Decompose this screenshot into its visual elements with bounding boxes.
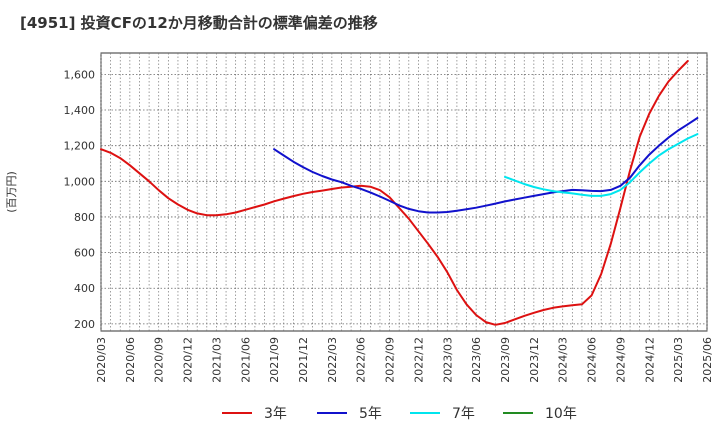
x-tick-label: 2021/06 xyxy=(239,337,252,383)
x-tick-label: 2020/03 xyxy=(95,337,108,383)
x-tick-label: 2022/12 xyxy=(412,337,425,383)
x-tick-label: 2022/03 xyxy=(326,337,339,383)
x-tick-label: 2024/03 xyxy=(557,337,570,383)
y-tick-label: 1,400 xyxy=(64,104,96,117)
x-tick-label: 2023/09 xyxy=(499,337,512,383)
legend: 3年 5年 7年 10年 xyxy=(222,406,577,422)
x-tick-label: 2025/06 xyxy=(701,337,714,383)
y-tick-label: 400 xyxy=(74,282,95,295)
y-axis-label: (百万円) xyxy=(5,171,18,213)
legend-label: 10年 xyxy=(545,406,577,422)
legend-label: 3年 xyxy=(264,406,287,422)
y-tick-label: 800 xyxy=(74,211,95,224)
x-tick-label: 2025/03 xyxy=(672,337,685,383)
x-tick-label: 2024/09 xyxy=(614,337,627,383)
x-tick-label: 2023/03 xyxy=(441,337,454,383)
x-tick-label: 2023/06 xyxy=(470,337,483,383)
x-tick-label: 2022/06 xyxy=(355,337,368,383)
series-line-5年 xyxy=(273,117,699,214)
x-tick-label: 2020/12 xyxy=(182,337,195,383)
legend-label: 7年 xyxy=(452,406,475,422)
y-tick-label: 1,200 xyxy=(64,140,96,153)
y-tick-label: 1,000 xyxy=(64,175,96,188)
legend-label: 5年 xyxy=(359,406,382,422)
chart-title: [4951] 投資CFの12か月移動合計の標準偏差の推移 xyxy=(20,14,378,32)
y-tick-label: 200 xyxy=(74,318,95,331)
x-tick-label: 2020/09 xyxy=(153,337,166,383)
series-line-7年 xyxy=(504,133,699,197)
x-tick-label: 2021/03 xyxy=(210,337,223,383)
y-tick-label: 600 xyxy=(74,247,95,260)
plot-frame xyxy=(100,52,708,332)
x-tick-label: 2020/06 xyxy=(124,337,137,383)
x-tick-label: 2021/09 xyxy=(268,337,281,383)
x-tick-label: 2024/12 xyxy=(643,337,656,383)
series-lines xyxy=(100,60,699,326)
x-tick-label: 2022/09 xyxy=(384,337,397,383)
x-tick-label: 2023/12 xyxy=(528,337,541,383)
x-tick-label: 2024/06 xyxy=(586,337,599,383)
y-tick-label: 1,600 xyxy=(64,68,96,81)
axes: 200 400 600 800 1,000 1,200 1,400 1,600 2020/03 2… xyxy=(5,68,714,382)
x-tick-label: 2021/12 xyxy=(297,337,310,383)
grid-lines xyxy=(100,52,708,332)
